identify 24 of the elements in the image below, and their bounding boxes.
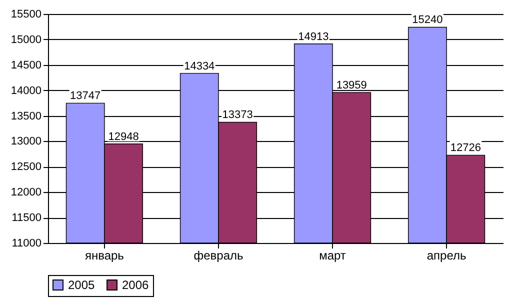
data-label: 13959 bbox=[336, 79, 367, 92]
y-tick-label: 11000 bbox=[12, 238, 42, 250]
y-tick-label: 13500 bbox=[10, 110, 42, 122]
data-label: 13747 bbox=[70, 90, 101, 102]
y-tick-label: 12500 bbox=[10, 161, 42, 174]
data-label: 12948 bbox=[108, 130, 139, 143]
legend-label: 2005 bbox=[68, 278, 96, 292]
data-label: 14913 bbox=[298, 30, 329, 43]
y-tick-label: 15500 bbox=[10, 8, 42, 20]
y-tick-label: 14500 bbox=[10, 59, 42, 72]
y-tick-label: 14000 bbox=[10, 84, 42, 97]
y-tick-label: 11500 bbox=[12, 212, 42, 224]
data-label: 12726 bbox=[450, 142, 481, 154]
data-label: 15240 bbox=[412, 14, 443, 26]
y-tick-label: 15000 bbox=[10, 34, 42, 46]
data-label: 14334 bbox=[184, 60, 215, 72]
x-tick-label: март bbox=[319, 248, 346, 262]
x-tick-label: январь bbox=[84, 248, 124, 262]
x-tick-label: февраль bbox=[194, 248, 244, 262]
x-tick-label: апрель bbox=[426, 248, 466, 262]
y-tick-label: 12000 bbox=[10, 186, 42, 199]
legend-label: 2006 bbox=[122, 278, 150, 292]
data-label: 13373 bbox=[222, 109, 253, 122]
y-tick-label: 13000 bbox=[10, 136, 42, 148]
